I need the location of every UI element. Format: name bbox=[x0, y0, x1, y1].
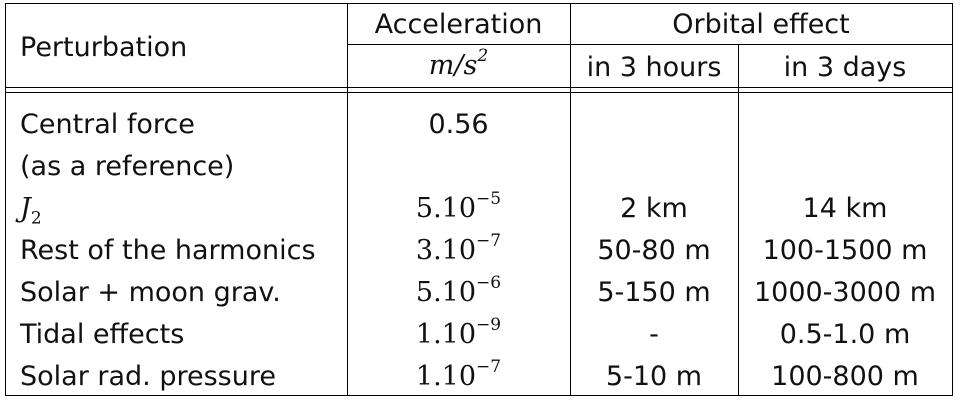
perturbation-table: Perturbation Acceleration m/s2 Orbital e… bbox=[5, 3, 953, 396]
header-in-3-hours: in 3 hours bbox=[586, 52, 722, 83]
row-effect-3-days: 100-800 m bbox=[771, 361, 919, 392]
row-perturbation: Solar rad. pressure bbox=[20, 361, 276, 392]
row-acceleration: 5.10−5 bbox=[415, 189, 502, 224]
header-orbital-effect: Orbital effect bbox=[672, 9, 850, 40]
row-effect-3-hours: 5-150 m bbox=[597, 277, 711, 308]
row-effect-3-days: 1000-3000 m bbox=[753, 277, 937, 308]
row-effect-3-hours: 50-80 m bbox=[597, 235, 711, 266]
row-effect-3-hours: 5-10 m bbox=[605, 361, 703, 392]
row-effect-3-days: 0.5-1.0 m bbox=[779, 319, 911, 350]
row-perturbation: J2 bbox=[20, 193, 42, 229]
row-acceleration: 0.56 bbox=[428, 109, 489, 140]
column-divider bbox=[570, 4, 571, 395]
row-effect-3-hours: - bbox=[649, 319, 659, 350]
row-acceleration: 1.10−9 bbox=[415, 315, 502, 350]
header-rule bbox=[6, 87, 952, 88]
row-acceleration: 5.10−6 bbox=[415, 273, 502, 308]
row-effect-3-days: 100-1500 m bbox=[762, 235, 928, 266]
row-effect-3-hours: 2 km bbox=[620, 193, 688, 224]
row-effect-3-days: 14 km bbox=[802, 193, 888, 224]
header-in-3-days: in 3 days bbox=[783, 52, 907, 83]
header-perturbation: Perturbation bbox=[20, 32, 188, 63]
row-acceleration: 1.10−7 bbox=[415, 357, 502, 392]
row-perturbation: Central force bbox=[20, 109, 195, 140]
row-perturbation: Solar + moon grav. bbox=[20, 277, 281, 308]
header-acceleration: Acceleration bbox=[374, 9, 543, 40]
column-divider bbox=[347, 4, 348, 395]
header-rule bbox=[347, 44, 952, 45]
row-perturbation: (as a reference) bbox=[20, 151, 235, 182]
column-divider bbox=[738, 44, 739, 395]
row-perturbation: Tidal effects bbox=[20, 319, 185, 350]
row-perturbation: Rest of the harmonics bbox=[20, 235, 316, 266]
header-acceleration-unit: m/s2 bbox=[428, 46, 489, 81]
header-rule bbox=[6, 92, 952, 93]
row-acceleration: 3.10−7 bbox=[415, 231, 502, 266]
